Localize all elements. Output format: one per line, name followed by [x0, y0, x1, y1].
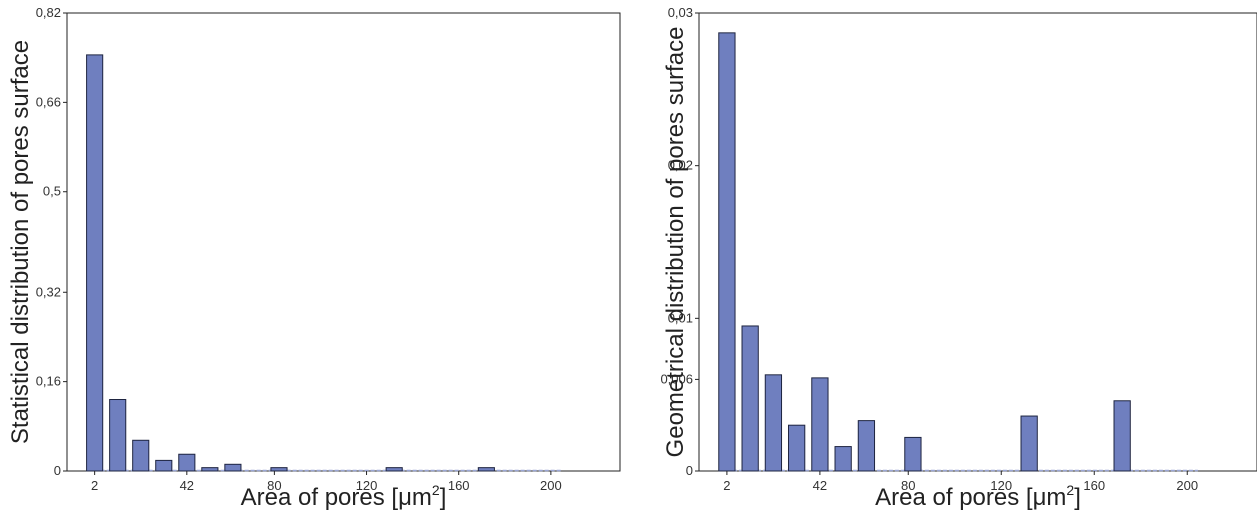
- y-axis-title: Geometrical distribution of pores surfac…: [662, 27, 689, 458]
- y-tick-label: 0: [54, 463, 61, 478]
- x-axis-title-sup: 2: [1066, 482, 1074, 498]
- bar: [857, 420, 876, 472]
- x-tick-label: 120: [356, 478, 378, 493]
- bar: [718, 32, 736, 472]
- bar: [1113, 400, 1131, 472]
- x-axis-title-text: Area of pores [: [241, 484, 399, 511]
- x-tick-label: 160: [1083, 478, 1105, 493]
- x-axis-title-text: Area of pores [: [875, 484, 1033, 511]
- y-tick-label: 0,01: [668, 310, 693, 325]
- x-axis-title-unit: μm: [1033, 484, 1067, 511]
- x-axis-title-close: ]: [1074, 484, 1081, 511]
- x-tick-label: 120: [990, 478, 1012, 493]
- bar: [132, 439, 150, 472]
- y-tick-label: 0,66: [36, 94, 61, 109]
- bar: [270, 467, 288, 472]
- y-tick-label: 0,5: [43, 184, 61, 199]
- plot-frame: [66, 12, 621, 472]
- y-tick-label: 0,82: [36, 5, 61, 20]
- bar: [741, 325, 759, 472]
- x-tick-label: 42: [180, 478, 194, 493]
- bar: [904, 436, 922, 472]
- x-tick-label: 200: [540, 478, 562, 493]
- y-tick-label: 0,32: [36, 284, 61, 299]
- bar: [86, 54, 104, 472]
- bar: [385, 467, 403, 472]
- x-tick-label: 80: [267, 478, 281, 493]
- x-tick-label: 160: [448, 478, 470, 493]
- y-tick-label: 0: [686, 463, 693, 478]
- bar: [764, 374, 783, 472]
- x-tick-label: 200: [1176, 478, 1198, 493]
- bar: [224, 463, 242, 472]
- x-axis-title-unit: μm: [398, 484, 432, 511]
- x-axis-title: Area of pores [μm2]: [241, 482, 447, 511]
- x-tick-label: 2: [723, 478, 730, 493]
- bar: [834, 446, 852, 472]
- bar: [477, 467, 495, 472]
- y-tick-label: 0,03: [668, 5, 693, 20]
- chart-1: 0 0,16 0,32 0,5 0,66 0,82 2 42 80 120 160 200 Area o…: [7, 5, 621, 511]
- bar: [788, 424, 806, 472]
- bar: [811, 377, 829, 472]
- x-axis-title-close: ]: [440, 484, 447, 511]
- x-axis-title: Area of pores [μm2]: [875, 482, 1081, 511]
- y-tick-label: 0,16: [36, 374, 61, 389]
- x-tick-label: 42: [813, 478, 827, 493]
- bar: [201, 467, 219, 472]
- y-tick-label: 0,006: [660, 371, 693, 386]
- y-tick-label: 0,02: [668, 158, 693, 173]
- x-tick-label: 2: [91, 478, 98, 493]
- x-axis-title-sup: 2: [432, 482, 440, 498]
- x-tick-label: 80: [901, 478, 915, 493]
- bar: [155, 459, 173, 472]
- bar: [1020, 415, 1038, 472]
- y-axis-title: Statistical distribution of pores surfac…: [7, 40, 34, 444]
- bar: [178, 453, 196, 472]
- chart-2: 0 0,006 0,01 0,02 0,03 2 42 80 120 160 200 Area of …: [660, 5, 1257, 511]
- bar: [109, 399, 127, 472]
- plot-frame: [698, 12, 1257, 472]
